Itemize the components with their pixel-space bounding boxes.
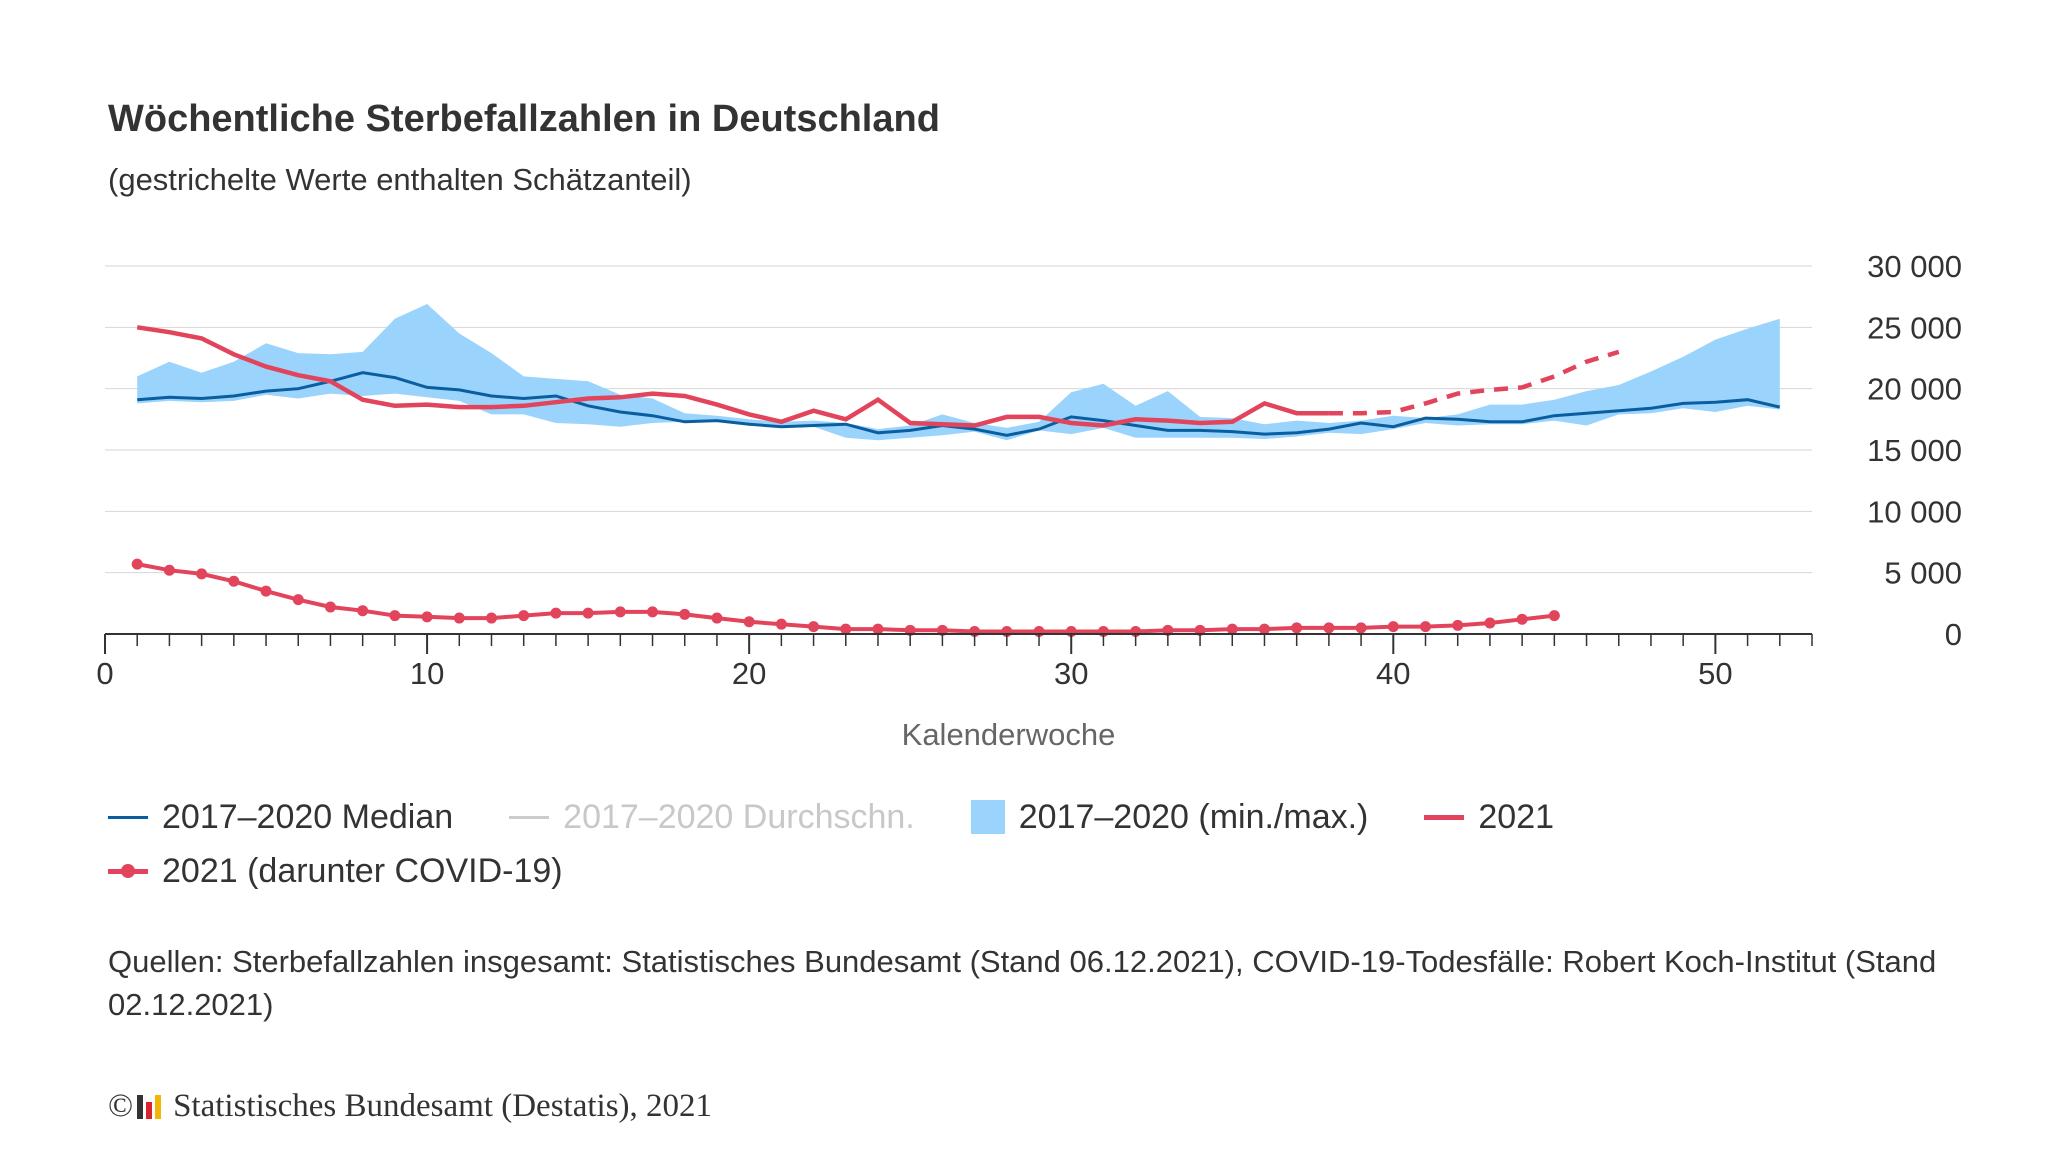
- series-median-line: [137, 371, 1781, 437]
- x-tick-label-40: 40: [1376, 656, 1410, 691]
- covid-point-week-23: [840, 623, 852, 635]
- copyright-symbol: ©: [108, 1088, 134, 1124]
- series-2021-estimate-line: [1328, 349, 1620, 416]
- covid-point-week-18: [679, 608, 691, 620]
- legend-swatch-range: [970, 800, 1005, 834]
- y-tick-label-30000: 30 000: [1867, 249, 1962, 284]
- x-tick-label-20: 20: [732, 656, 766, 691]
- covid-point-week-1: [131, 558, 143, 570]
- covid-point-week-13: [518, 610, 530, 622]
- y-tick-label-5000: 5 000: [1884, 556, 1962, 591]
- covid-point-week-38: [1323, 622, 1335, 634]
- covid-point-week-12: [485, 612, 497, 624]
- covid-point-week-41: [1420, 621, 1432, 633]
- legend-swatch-median: [108, 815, 148, 819]
- legend-swatch-average: [509, 815, 550, 819]
- covid-point-week-2: [163, 564, 175, 576]
- legend-swatch-covid: [108, 863, 148, 878]
- legend-label-average: 2017–2020 Durchschn.: [563, 797, 915, 836]
- legend-label-covid: 2021 (darunter COVID-19): [162, 851, 563, 890]
- covid-point-week-40: [1387, 621, 1399, 633]
- series-range-band: [137, 304, 1780, 441]
- x-axis-title: Kalenderwoche: [902, 717, 1116, 752]
- chart-legend: 2017–2020 Median 2017–2020 Durchschn. 20…: [108, 790, 1968, 898]
- legend-label-median: 2017–2020 Median: [162, 797, 454, 836]
- covid-point-week-16: [614, 606, 626, 618]
- legend-label-range: 2017–2020 (min./max.): [1018, 797, 1369, 836]
- covid-point-week-4: [228, 575, 240, 587]
- covid-point-week-14: [550, 607, 562, 619]
- covid-point-week-11: [453, 612, 465, 624]
- y-tick-label-10000: 10 000: [1867, 494, 1962, 529]
- covid-point-week-6: [292, 594, 304, 606]
- covid-point-week-5: [260, 585, 272, 597]
- x-tick-label-30: 30: [1054, 656, 1088, 691]
- logo-bar-2: [146, 1101, 153, 1119]
- covid-point-week-37: [1291, 622, 1303, 634]
- covid-point-week-17: [647, 606, 659, 618]
- y-tick-label-0: 0: [1945, 617, 1962, 652]
- y-tick-label-15000: 15 000: [1867, 433, 1962, 468]
- logo-bar-3: [155, 1094, 162, 1119]
- legend-label-2021: 2021: [1478, 797, 1555, 836]
- y-tick-label-25000: 25 000: [1867, 310, 1962, 345]
- destatis-logo-icon: [137, 1094, 167, 1119]
- chart-title: Wöchentliche Sterbefallzahlen in Deutsch…: [108, 98, 940, 140]
- covid-point-week-42: [1452, 619, 1464, 631]
- series-2021-line: [136, 325, 1329, 428]
- x-tick-label-10: 10: [410, 656, 444, 691]
- legend-item-median[interactable]: 2017–2020 Median: [108, 798, 453, 837]
- covid-point-week-21: [775, 618, 787, 630]
- legend-item-average[interactable]: 2017–2020 Durchschn.: [509, 798, 915, 837]
- legend-swatch-2021: [1424, 814, 1465, 820]
- copyright-text: Statistisches Bundesamt (Destatis), 2021: [173, 1088, 713, 1124]
- copyright-line: © Statistisches Bundesamt (Destatis), 20…: [108, 1088, 712, 1125]
- legend-item-range[interactable]: 2017–2020 (min./max.): [970, 797, 1369, 837]
- covid-point-week-45: [1548, 610, 1560, 622]
- y-tick-label-20000: 20 000: [1867, 372, 1962, 407]
- covid-point-week-43: [1484, 617, 1496, 629]
- x-tick-label-50: 50: [1698, 656, 1732, 691]
- covid-point-week-20: [743, 616, 755, 628]
- covid-point-week-44: [1516, 613, 1528, 625]
- covid-point-week-15: [582, 607, 594, 619]
- covid-point-week-3: [196, 568, 208, 580]
- covid-point-week-22: [808, 621, 820, 633]
- covid-point-week-10: [421, 611, 433, 623]
- legend-item-2021[interactable]: 2021: [1424, 798, 1554, 837]
- series-covid-line: [136, 562, 1555, 634]
- logo-bar-1: [137, 1094, 144, 1119]
- covid-point-week-35: [1226, 623, 1238, 635]
- x-tick-label-0: 0: [96, 656, 113, 691]
- covid-point-week-39: [1355, 622, 1367, 634]
- legend-item-covid[interactable]: 2021 (darunter COVID-19): [108, 852, 563, 891]
- covid-point-week-8: [357, 605, 369, 617]
- line-chart: 0 10 20 30 40 50 Kalenderwoche 0 5 000 10 000 15 0…: [96, 249, 1962, 752]
- covid-point-week-24: [872, 623, 884, 635]
- source-note: Quellen: Sterbefallzahlen insgesamt: Sta…: [108, 944, 1937, 1022]
- covid-point-week-9: [389, 610, 401, 622]
- covid-point-week-7: [324, 601, 336, 613]
- chart-subtitle: (gestrichelte Werte enthalten Schätzante…: [108, 162, 692, 197]
- covid-point-week-19: [711, 612, 723, 624]
- covid-point-week-36: [1258, 623, 1270, 635]
